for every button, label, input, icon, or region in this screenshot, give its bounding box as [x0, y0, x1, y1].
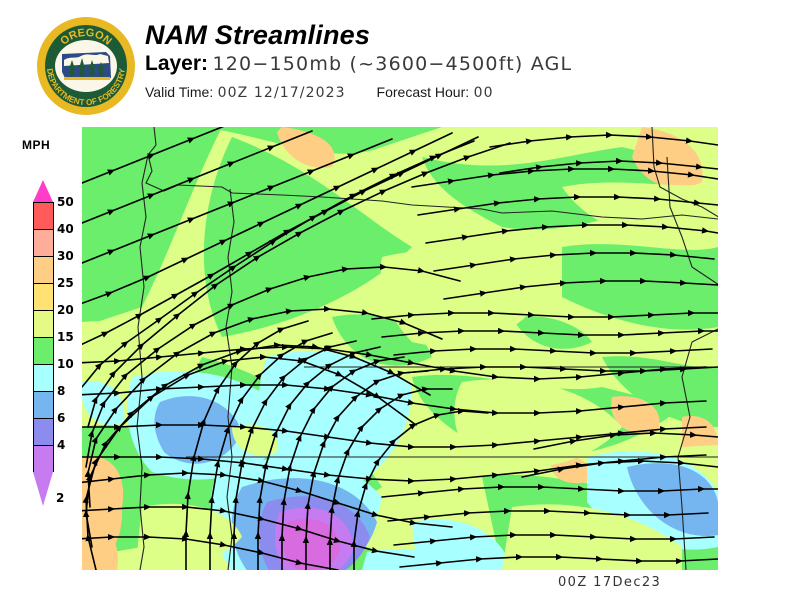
forecast-hour-value: 00 — [473, 85, 494, 101]
colorbar-tick-6: 6 — [57, 411, 66, 425]
map-canvas — [82, 127, 718, 570]
colorbar-band-25: 25 — [33, 276, 74, 310]
colorbar-band-30: 30 — [33, 249, 74, 283]
colorbar-band-10: 10 — [33, 357, 74, 391]
colorbar-band-50: 50 — [33, 195, 74, 229]
valid-time-line: Valid Time: 00Z 12/17/2023 Forecast Hour… — [145, 82, 572, 103]
layer-value: 120−150mb (~3600−4500ft) AGL — [212, 53, 573, 75]
colorbar-tick-4: 4 — [57, 438, 66, 452]
colorbar-band-4: 4 — [33, 438, 65, 472]
colorbar-stack: 50 40 30 25 20 15 10 8 6 4 2 — [33, 180, 74, 506]
colorbar-band-6: 6 — [33, 411, 65, 445]
layer-label: Layer: — [145, 52, 209, 75]
colorbar-legend: MPH 50 40 30 25 20 15 10 8 6 4 2 — [8, 138, 80, 518]
valid-time-value: 00Z 12/17/2023 — [217, 85, 346, 101]
colorbar-tick-8: 8 — [57, 384, 66, 398]
colorbar-tick-40: 40 — [57, 222, 74, 236]
colorbar-band-15: 15 — [33, 330, 74, 364]
colorbar-tick-50: 50 — [57, 195, 74, 209]
speed-shading — [82, 127, 718, 570]
colorbar-over-arrow — [33, 180, 53, 202]
layer-line: Layer: 120−150mb (~3600−4500ft) AGL — [145, 51, 572, 79]
page-title: NAM Streamlines — [145, 20, 371, 50]
streamline-map[interactable] — [82, 127, 718, 570]
forecast-hour-label: Forecast Hour: — [376, 84, 470, 100]
colorbar-under-arrow — [33, 472, 53, 506]
colorbar-band-8: 8 — [33, 384, 65, 418]
valid-time-label: Valid Time: — [145, 84, 214, 100]
colorbar-tick-30: 30 — [57, 249, 74, 263]
svg-text:OREGON: OREGON — [58, 27, 113, 48]
colorbar-unit-label: MPH — [22, 138, 51, 152]
colorbar-band-40: 40 — [33, 222, 74, 256]
map-timestamp: 00Z 17Dec23 — [558, 575, 662, 590]
streamlines — [82, 127, 718, 570]
header: OREGON DEPARTMENT OF FORESTRY NAM Stream… — [0, 0, 800, 122]
colorbar-tick-25: 25 — [57, 276, 74, 290]
title-block: NAM Streamlines Layer: 120−150mb (~3600−… — [145, 20, 572, 103]
colorbar-tick-2: 2 — [56, 491, 65, 505]
colorbar-tick-10: 10 — [57, 357, 74, 371]
colorbar-tick-15: 15 — [57, 330, 74, 344]
colorbar-tick-20: 20 — [57, 303, 74, 317]
oregon-department-of-forestry-logo: OREGON DEPARTMENT OF FORESTRY — [36, 16, 136, 116]
colorbar-band-20: 20 — [33, 303, 74, 337]
